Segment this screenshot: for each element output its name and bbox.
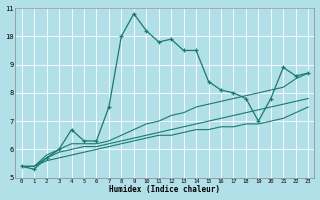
X-axis label: Humidex (Indice chaleur): Humidex (Indice chaleur) — [109, 185, 220, 194]
